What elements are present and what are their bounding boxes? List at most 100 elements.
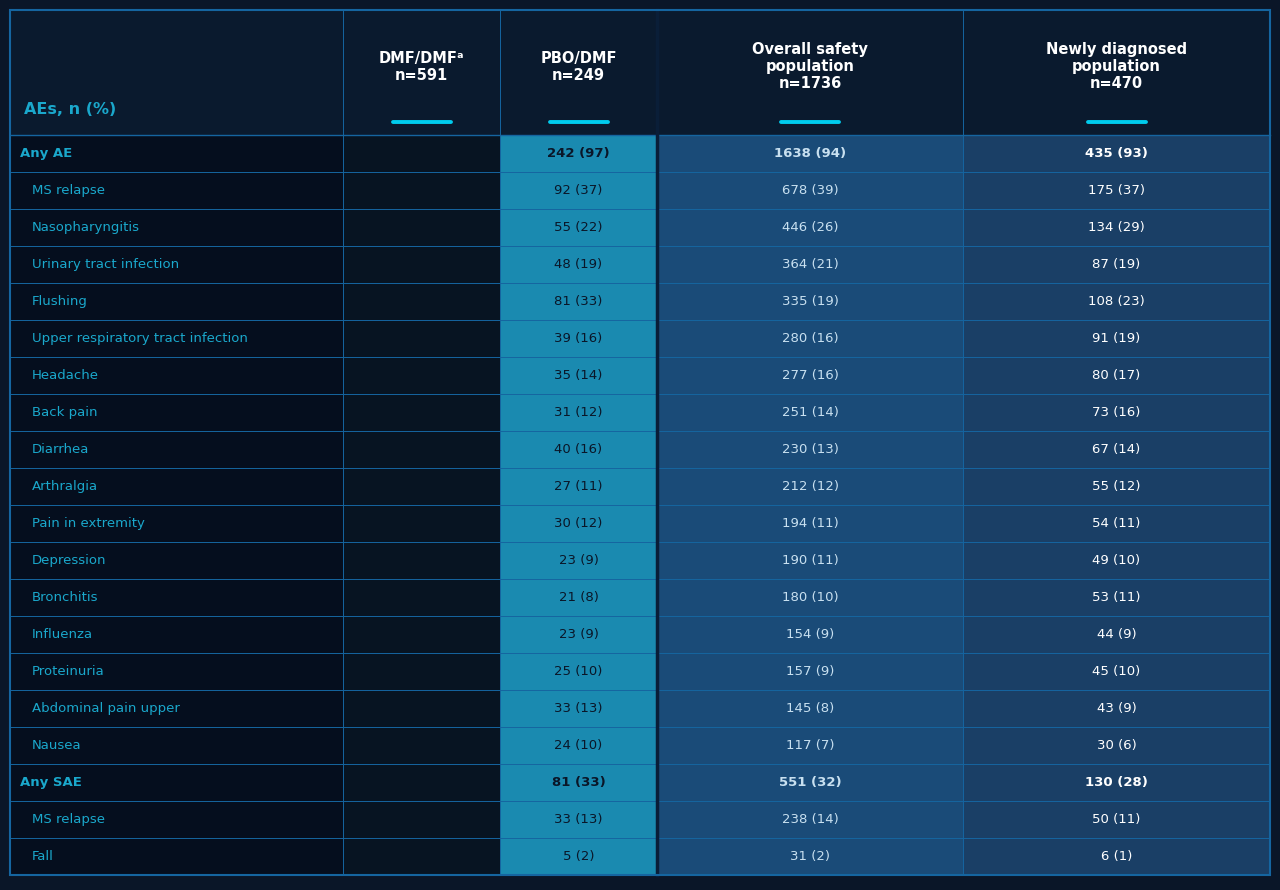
- Bar: [10, 431, 343, 468]
- Bar: [343, 246, 500, 283]
- Bar: [500, 246, 657, 283]
- Text: 446 (26): 446 (26): [782, 221, 838, 234]
- Text: 1638 (94): 1638 (94): [774, 147, 846, 160]
- Text: 35 (14): 35 (14): [554, 369, 603, 382]
- Bar: [10, 468, 343, 505]
- Bar: [10, 542, 343, 579]
- Text: 39 (16): 39 (16): [554, 332, 603, 345]
- Bar: [657, 764, 963, 801]
- Text: Urinary tract infection: Urinary tract infection: [32, 258, 179, 271]
- Text: 5 (2): 5 (2): [563, 850, 594, 863]
- Bar: [10, 209, 343, 246]
- Text: 81 (33): 81 (33): [552, 776, 605, 789]
- Text: Proteinuria: Proteinuria: [32, 665, 105, 678]
- Bar: [343, 579, 500, 616]
- Text: 87 (19): 87 (19): [1092, 258, 1140, 271]
- Text: 130 (28): 130 (28): [1085, 776, 1148, 789]
- Bar: [963, 653, 1270, 690]
- Text: Any AE: Any AE: [20, 147, 72, 160]
- Bar: [500, 653, 657, 690]
- Text: population: population: [765, 59, 855, 74]
- Text: 80 (17): 80 (17): [1092, 369, 1140, 382]
- Text: 31 (12): 31 (12): [554, 406, 603, 419]
- Bar: [657, 172, 963, 209]
- Text: 27 (11): 27 (11): [554, 480, 603, 493]
- Bar: [657, 653, 963, 690]
- Bar: [343, 653, 500, 690]
- Bar: [500, 209, 657, 246]
- Text: MS relapse: MS relapse: [32, 184, 105, 197]
- Text: 55 (22): 55 (22): [554, 221, 603, 234]
- Bar: [657, 690, 963, 727]
- Bar: [500, 357, 657, 394]
- Text: 154 (9): 154 (9): [786, 628, 835, 641]
- Bar: [10, 283, 343, 320]
- Bar: [657, 801, 963, 838]
- Bar: [10, 579, 343, 616]
- Bar: [963, 727, 1270, 764]
- Bar: [657, 727, 963, 764]
- Bar: [963, 320, 1270, 357]
- Bar: [657, 209, 963, 246]
- Bar: [657, 431, 963, 468]
- Text: Diarrhea: Diarrhea: [32, 443, 90, 456]
- Bar: [500, 838, 657, 875]
- Text: Depression: Depression: [32, 554, 106, 567]
- Bar: [657, 357, 963, 394]
- Bar: [657, 135, 963, 172]
- Bar: [963, 246, 1270, 283]
- Bar: [657, 246, 963, 283]
- Bar: [963, 505, 1270, 542]
- Bar: [963, 209, 1270, 246]
- Text: 25 (10): 25 (10): [554, 665, 603, 678]
- Bar: [500, 135, 657, 172]
- Text: PBO/DMF: PBO/DMF: [540, 51, 617, 66]
- Bar: [10, 394, 343, 431]
- Bar: [343, 801, 500, 838]
- Text: 175 (37): 175 (37): [1088, 184, 1146, 197]
- Text: 44 (9): 44 (9): [1097, 628, 1137, 641]
- Text: Back pain: Back pain: [32, 406, 97, 419]
- Bar: [963, 135, 1270, 172]
- Text: 551 (32): 551 (32): [778, 776, 841, 789]
- Text: 242 (97): 242 (97): [547, 147, 609, 160]
- Bar: [963, 801, 1270, 838]
- Text: 190 (11): 190 (11): [782, 554, 838, 567]
- Bar: [500, 616, 657, 653]
- Text: Newly diagnosed: Newly diagnosed: [1046, 42, 1187, 57]
- Text: 108 (23): 108 (23): [1088, 295, 1144, 308]
- Text: Pain in extremity: Pain in extremity: [32, 517, 145, 530]
- Text: 23 (9): 23 (9): [558, 554, 599, 567]
- Text: n=249: n=249: [552, 68, 605, 83]
- Bar: [343, 209, 500, 246]
- Bar: [10, 357, 343, 394]
- Text: 33 (13): 33 (13): [554, 813, 603, 826]
- Bar: [963, 172, 1270, 209]
- Bar: [343, 357, 500, 394]
- Bar: [963, 616, 1270, 653]
- Bar: [963, 579, 1270, 616]
- Bar: [963, 468, 1270, 505]
- Bar: [963, 542, 1270, 579]
- Bar: [343, 135, 500, 172]
- Bar: [657, 838, 963, 875]
- Bar: [343, 616, 500, 653]
- Text: 277 (16): 277 (16): [782, 369, 838, 382]
- Bar: [10, 653, 343, 690]
- Text: 33 (13): 33 (13): [554, 702, 603, 715]
- Text: DMF/DMFᵃ: DMF/DMFᵃ: [379, 51, 465, 66]
- Text: 91 (19): 91 (19): [1092, 332, 1140, 345]
- Bar: [500, 172, 657, 209]
- Bar: [657, 468, 963, 505]
- Bar: [10, 172, 343, 209]
- Bar: [657, 320, 963, 357]
- Text: 81 (33): 81 (33): [554, 295, 603, 308]
- Text: population: population: [1073, 59, 1161, 74]
- Text: AEs, n (%): AEs, n (%): [24, 101, 116, 117]
- Bar: [500, 505, 657, 542]
- Bar: [343, 764, 500, 801]
- Bar: [500, 690, 657, 727]
- Text: Arthralgia: Arthralgia: [32, 480, 99, 493]
- Text: Fall: Fall: [32, 850, 54, 863]
- Bar: [500, 394, 657, 431]
